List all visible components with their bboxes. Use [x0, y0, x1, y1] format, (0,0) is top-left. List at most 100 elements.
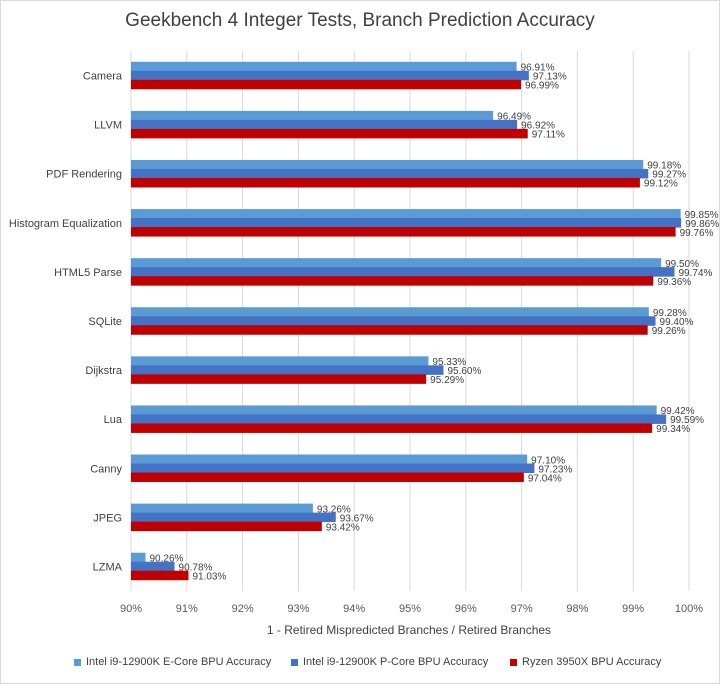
- category-label: LLVM: [94, 120, 122, 132]
- data-label: 99.18%: [647, 161, 681, 172]
- bar: [131, 325, 648, 335]
- bar: [131, 209, 681, 219]
- x-tick-label: 96%: [455, 603, 477, 615]
- category-label: Canny: [90, 463, 122, 475]
- category-label: HTML5 Parse: [54, 267, 122, 279]
- category-label: Camera: [83, 71, 123, 83]
- category-label: Lua: [104, 414, 123, 426]
- data-label: 99.42%: [661, 406, 695, 417]
- x-tick-label: 97%: [511, 603, 533, 615]
- data-label: 97.10%: [531, 455, 565, 466]
- bar: [131, 316, 656, 326]
- data-label: 99.85%: [685, 210, 719, 221]
- data-label: 93.26%: [317, 504, 351, 515]
- bar: [131, 218, 682, 228]
- bar: [131, 70, 529, 81]
- bar: [131, 128, 528, 139]
- category-labels: Camera LLVM PDF Rendering Histogram Equaliz…: [9, 71, 123, 574]
- data-label: 90.26%: [150, 553, 184, 564]
- bar: [131, 177, 640, 188]
- category-label: Dijkstra: [85, 365, 123, 377]
- data-label: 99.76%: [680, 228, 714, 239]
- bar: [131, 356, 429, 366]
- bar: [131, 503, 313, 514]
- data-label: 99.50%: [665, 259, 699, 270]
- data-label: 97.11%: [532, 130, 565, 141]
- bar: [131, 365, 444, 375]
- x-tick-label: 100%: [675, 603, 703, 615]
- data-label: 96.92%: [521, 121, 555, 132]
- legend-item: Intel i9-12900K E-Core BPU Accuracy: [74, 656, 271, 668]
- bar: [131, 552, 146, 563]
- data-label: 90.78%: [179, 562, 213, 573]
- x-tick-label: 90%: [120, 603, 142, 615]
- data-label: 96.91%: [521, 63, 555, 74]
- data-labels: 96.91%97.13%96.99% 96.49%96.92%97.11% 99.1…: [150, 63, 720, 583]
- bar: [131, 79, 522, 90]
- chart-title: Geekbench 4 Integer Tests, Branch Predic…: [125, 10, 595, 31]
- bar: [131, 414, 667, 424]
- category-label: LZMA: [93, 561, 123, 573]
- data-label: 95.29%: [430, 375, 464, 386]
- bar: [131, 512, 336, 523]
- category-label: Histogram Equalization: [9, 218, 122, 230]
- bar: [131, 454, 528, 465]
- bar: [131, 61, 517, 72]
- bar: [131, 374, 427, 384]
- bar: [131, 570, 189, 581]
- bar: [131, 307, 649, 317]
- x-tick-label: 92%: [232, 603, 254, 615]
- bars: [131, 61, 682, 581]
- legend-swatch: [291, 658, 298, 666]
- x-tick-label: 99%: [622, 603, 644, 615]
- data-label: 91.03%: [192, 571, 226, 582]
- category-label: PDF Rendering: [46, 169, 122, 181]
- data-label: 99.86%: [685, 219, 719, 230]
- legend-item: Intel i9-12900K P-Core BPU Accuracy: [291, 656, 488, 668]
- bar: [131, 227, 676, 237]
- data-label: 99.12%: [644, 179, 678, 190]
- data-label: 97.23%: [538, 464, 572, 475]
- data-label: 97.04%: [528, 473, 562, 484]
- legend: Intel i9-12900K E-Core BPU Accuracy Intel…: [0, 656, 720, 672]
- bar: [131, 267, 675, 277]
- bar: [131, 110, 494, 121]
- legend-label: Intel i9-12900K E-Core BPU Accuracy: [86, 656, 272, 668]
- legend-item: Ryzen 3950X BPU Accuracy: [510, 656, 661, 668]
- data-label: 99.26%: [652, 326, 686, 337]
- data-label: 95.60%: [447, 366, 481, 377]
- bar: [131, 168, 649, 179]
- data-label: 99.27%: [652, 170, 686, 181]
- bar: [131, 521, 322, 532]
- x-axis-title: 1 - Retired Mispredicted Branches / Reti…: [267, 623, 551, 637]
- legend-swatch: [510, 658, 517, 666]
- category-label: JPEG: [93, 512, 122, 524]
- bar: [131, 561, 175, 572]
- x-tick-label: 95%: [399, 603, 421, 615]
- data-label: 99.59%: [670, 415, 704, 426]
- bar: [131, 159, 644, 170]
- legend-swatch: [74, 658, 81, 666]
- bar: [131, 276, 654, 286]
- x-tick-label: 98%: [566, 603, 588, 615]
- x-tick-labels: 90% 91% 92% 93% 94% 95% 96% 97% 98% 99% 100%: [120, 603, 703, 615]
- data-label: 99.74%: [678, 268, 712, 279]
- bar: [131, 258, 662, 268]
- legend-label: Intel i9-12900K P-Core BPU Accuracy: [303, 656, 489, 668]
- data-label: 99.40%: [660, 317, 694, 328]
- x-tick-label: 93%: [287, 603, 309, 615]
- category-label: SQLite: [88, 316, 122, 328]
- bar: [131, 405, 657, 415]
- data-label: 99.34%: [656, 424, 690, 435]
- data-label: 93.42%: [326, 522, 360, 533]
- legend-label: Ryzen 3950X BPU Accuracy: [522, 656, 662, 668]
- data-label: 93.67%: [340, 513, 374, 524]
- bar: [131, 463, 535, 474]
- bar: [131, 119, 518, 130]
- bar: [131, 472, 524, 483]
- data-label: 95.33%: [432, 357, 466, 368]
- data-label: 96.99%: [525, 81, 559, 92]
- x-tick-label: 94%: [343, 603, 365, 615]
- data-label: 97.13%: [533, 72, 567, 83]
